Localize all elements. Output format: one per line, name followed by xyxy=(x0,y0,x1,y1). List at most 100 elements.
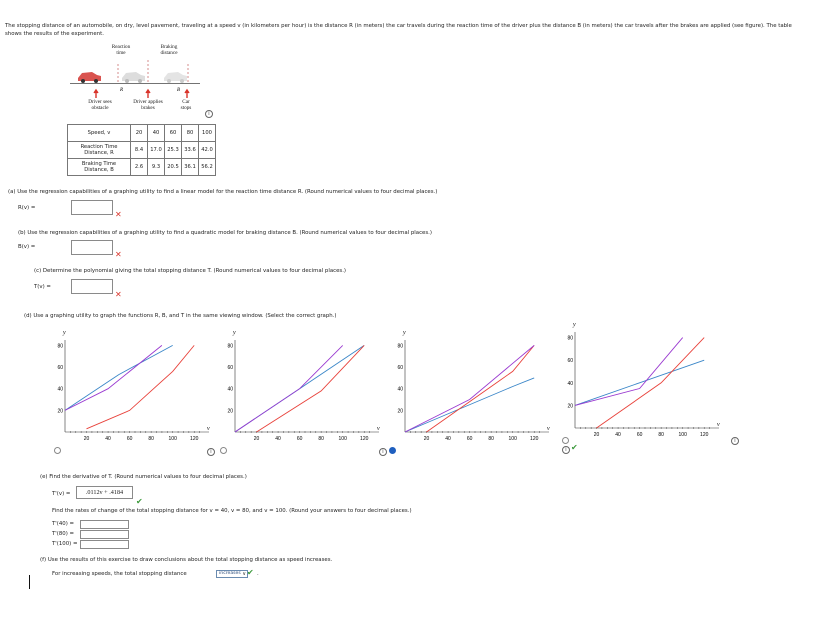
experiment-table: Speed, v 20 40 60 80 100 Reaction Time D… xyxy=(67,124,216,176)
x-tick-label: 80 xyxy=(148,436,154,442)
x-tick-label: 80 xyxy=(658,432,664,438)
arrow-up-icon xyxy=(93,88,99,98)
arrow-up-icon xyxy=(145,88,151,98)
t100-input[interactable] xyxy=(80,540,129,549)
figure-text: obstacle xyxy=(91,105,109,111)
part-e-question: (e) Find the derivative of T. (Round num… xyxy=(40,474,247,480)
series-line xyxy=(86,345,195,430)
figure-text: brakes xyxy=(141,105,155,111)
graph-option-1-radio[interactable] xyxy=(54,447,61,454)
graph-option-4-radio[interactable] xyxy=(562,437,569,444)
y-axis-label: y xyxy=(62,330,66,336)
x-tick-label: 80 xyxy=(488,436,494,442)
arrow-up-icon xyxy=(184,88,190,98)
x-axis-label: v xyxy=(377,426,380,432)
info-icon[interactable]: i xyxy=(562,446,570,454)
wrong-icon: ✕ xyxy=(115,210,122,219)
table-header: Reaction Time Distance, R xyxy=(67,141,131,159)
series-line xyxy=(426,345,535,433)
x-tick-label: 60 xyxy=(467,436,473,442)
figure-text: Reaction xyxy=(111,44,131,50)
part-f-select[interactable]: increases ∨ xyxy=(216,570,248,578)
table-header: Braking Time Distance, B xyxy=(67,158,131,176)
info-icon[interactable]: i xyxy=(205,110,213,118)
t40-input[interactable] xyxy=(80,520,129,529)
wrong-icon: ✕ xyxy=(115,290,122,299)
rates-question: Find the rates of change of the total st… xyxy=(52,508,412,514)
series-line xyxy=(596,337,705,429)
table-row: Reaction Time Distance, R 8.4 17.0 25.3 … xyxy=(67,141,216,159)
x-tick-label: 40 xyxy=(275,436,281,442)
y-tick-label: 60 xyxy=(227,365,233,371)
table-cell: 100 xyxy=(198,124,216,142)
x-tick-label: 20 xyxy=(594,432,600,438)
series-line xyxy=(404,377,535,433)
part-f-selected: increases xyxy=(219,571,241,576)
wrong-icon: ✕ xyxy=(115,250,122,259)
t80-input[interactable] xyxy=(80,530,129,539)
table-row: Braking Time Distance, B 2.6 9.3 20.5 36… xyxy=(67,158,216,176)
graph-option-2: 20 40 60 80 100 120 20 40 60 80 y v xyxy=(227,330,380,442)
table-cell: 42.0 xyxy=(198,141,216,159)
info-icon[interactable]: i xyxy=(379,448,387,456)
y-tick-label: 40 xyxy=(567,381,573,387)
correct-icon: ✔ xyxy=(247,568,254,577)
table-cell: 17.0 xyxy=(147,141,165,159)
series-line xyxy=(64,345,173,411)
figure-label-braking-distance: Braking distance xyxy=(152,44,186,56)
info-icon[interactable]: i xyxy=(731,437,739,445)
x-tick-label: 60 xyxy=(127,436,133,442)
table-row: Speed, v 20 40 60 80 100 xyxy=(67,124,216,142)
y-axis-label: y xyxy=(402,330,406,336)
figure-text: distance xyxy=(160,50,178,56)
table-cell: 80 xyxy=(181,124,199,142)
part-a-question: (a) Use the regression capabilities of a… xyxy=(8,189,438,195)
y-tick-label: 20 xyxy=(227,408,233,414)
part-c-label: T(v) = xyxy=(34,284,51,290)
x-axis-label: v xyxy=(207,426,210,432)
car-icon xyxy=(122,72,145,81)
x-tick-label: 100 xyxy=(339,436,348,442)
graph-option-2-radio[interactable] xyxy=(220,447,227,454)
figure-text: Braking xyxy=(160,44,178,50)
series-line xyxy=(64,345,163,411)
y-tick-label: 40 xyxy=(57,387,63,393)
y-tick-label: 40 xyxy=(397,387,403,393)
table-cell: 8.4 xyxy=(130,141,148,159)
x-tick-label: 120 xyxy=(360,436,369,442)
part-b-question: (b) Use the regression capabilities of a… xyxy=(18,230,432,236)
y-tick-label: 60 xyxy=(57,365,63,371)
figure-B: B xyxy=(177,88,180,93)
series-line xyxy=(404,345,535,433)
figure-label-driver-applies: Driver applies brakes xyxy=(126,99,170,111)
x-tick-label: 100 xyxy=(169,436,178,442)
graph-option-1: 20 40 60 80 100 120 20 40 60 80 y v xyxy=(57,330,210,442)
x-tick-label: 20 xyxy=(254,436,260,442)
x-axis-label: v xyxy=(547,426,550,432)
y-tick-label: 20 xyxy=(57,408,63,414)
part-b-input[interactable] xyxy=(71,240,113,255)
part-e-label: T'(v) = xyxy=(52,491,71,497)
correct-icon: ✔ xyxy=(571,443,578,452)
part-c-input[interactable] xyxy=(71,279,113,294)
table-cell: 25.3 xyxy=(164,141,182,159)
text-cursor xyxy=(29,575,30,589)
figure-text: Driver applies xyxy=(133,99,163,105)
series-line xyxy=(574,337,684,406)
part-f-question: (f) Use the results of this exercise to … xyxy=(40,557,333,563)
series-line xyxy=(256,345,365,433)
figure-R: R xyxy=(119,88,123,93)
car-icon xyxy=(164,72,187,81)
y-axis-label: y xyxy=(232,330,236,336)
stopping-distance-figure: R B xyxy=(70,60,200,98)
info-icon[interactable]: i xyxy=(207,448,215,456)
graph-option-3-radio[interactable] xyxy=(389,447,396,454)
x-tick-label: 40 xyxy=(615,432,621,438)
graph-option-4: 20 40 60 80 100 120 20 40 60 80 y v xyxy=(567,322,720,438)
y-tick-label: 60 xyxy=(397,365,403,371)
part-a-input[interactable] xyxy=(71,200,113,215)
x-tick-label: 120 xyxy=(700,432,709,438)
part-e-input[interactable]: .0112v + .4184 xyxy=(76,486,133,499)
y-tick-label: 80 xyxy=(227,343,233,349)
part-a-label: R(v) = xyxy=(18,205,36,211)
